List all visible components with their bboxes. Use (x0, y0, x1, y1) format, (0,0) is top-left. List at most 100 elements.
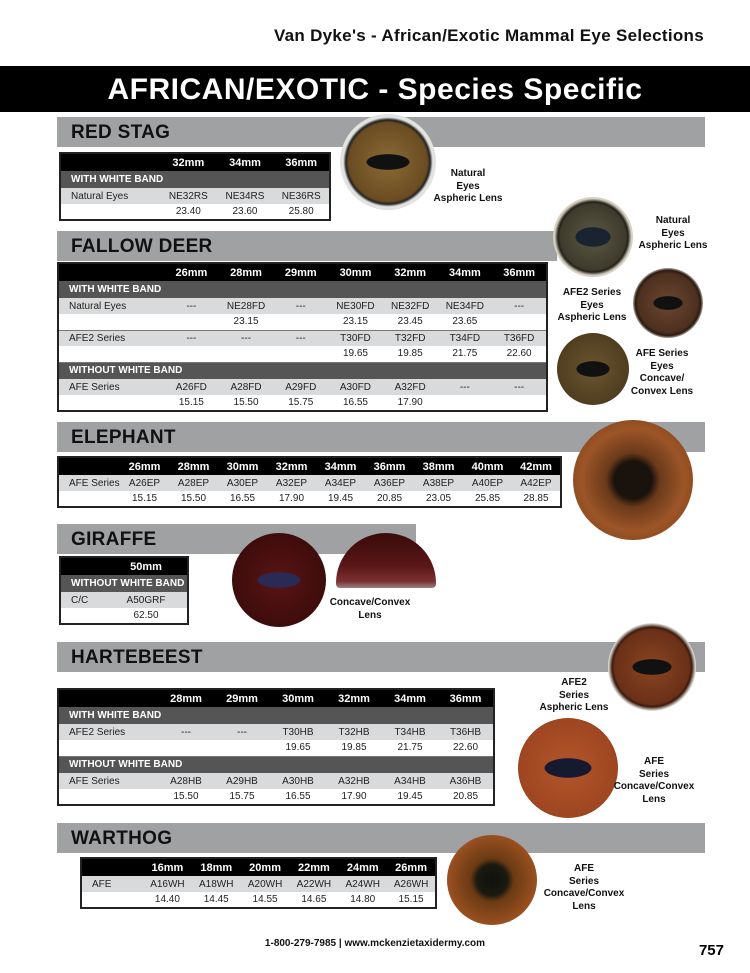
size-header: 22mm (289, 858, 339, 876)
price-table-fallow-deer: 26mm 28mm 29mm 30mm 32mm 34mm 36mm WITH WHITE B… (57, 262, 548, 412)
row-label: AFE Series (58, 475, 120, 491)
header-spacer (60, 557, 105, 575)
section-title-warthog: WARTHOG (57, 823, 705, 853)
product-code: A30EP (218, 475, 267, 491)
product-code: T36HB (438, 724, 494, 740)
row-label: AFE Series (58, 379, 164, 395)
row-label: AFE (81, 876, 143, 892)
row-label: AFE Series (58, 773, 158, 789)
product-code-row: AFE A16WH A18WH A20WH A22WH A24WH A26WH (81, 876, 436, 892)
price-row: 23.40 23.60 25.80 (60, 204, 330, 220)
header-spacer (58, 457, 120, 475)
product-code: A34EP (316, 475, 365, 491)
price: 16.55 (218, 491, 267, 507)
product-code-row: AFE Series A28HB A29HB A30HB A32HB A34HB A36HB (58, 773, 494, 789)
product-code: A24WH (338, 876, 388, 892)
table-header-row: 32mm 34mm 36mm (60, 153, 330, 171)
size-header: 32mm (160, 153, 217, 171)
size-header: 32mm (326, 689, 382, 707)
product-code: A32EP (267, 475, 316, 491)
product-code: A26FD (164, 379, 219, 395)
product-code: A50GRF (105, 592, 188, 608)
size-header: 36mm (438, 689, 494, 707)
price: 23.45 (382, 314, 438, 330)
group-label: WITH WHITE BAND (58, 281, 547, 298)
table-header-row: 26mm 28mm 30mm 32mm 34mm 36mm 38mm 40mm 42mm (58, 457, 561, 475)
price-spacer (58, 789, 158, 805)
price: 14.65 (289, 892, 339, 908)
table-header-row: 50mm (60, 557, 188, 575)
price-spacer (60, 608, 105, 624)
price: 17.90 (267, 491, 316, 507)
price-row: 15.50 15.75 16.55 17.90 19.45 20.85 (58, 789, 494, 805)
footer-contact: 1-800-279-7985 | www.mckenzietaxidermy.c… (264, 938, 486, 949)
price (273, 346, 329, 362)
product-code: A18WH (191, 876, 241, 892)
price (492, 395, 547, 411)
product-code: A36HB (438, 773, 494, 789)
group-label: WITHOUT WHITE BAND (58, 756, 494, 773)
product-code-row: AFE2 Series --- --- T30HB T32HB T34HB T36HB (58, 724, 494, 740)
product-code: A20WH (240, 876, 290, 892)
product-code: T30FD (328, 330, 383, 346)
product-code: --- (214, 724, 270, 740)
price: 62.50 (105, 608, 188, 624)
size-header: 26mm (387, 858, 436, 876)
product-code: --- (164, 298, 219, 314)
page-header-title: Van Dyke's - African/Exotic Mammal Eye S… (273, 26, 704, 45)
price: 15.75 (273, 395, 329, 411)
price: 19.65 (328, 346, 383, 362)
hartebeest-afe-eye-image (518, 718, 618, 818)
product-code-row: Natural Eyes --- NE28FD --- NE30FD NE32FD NE34… (58, 298, 547, 314)
product-code: NE34RS (216, 188, 274, 204)
price: 21.75 (382, 740, 438, 756)
price-spacer (58, 740, 158, 756)
product-code: A30FD (328, 379, 383, 395)
product-code: T34FD (437, 330, 493, 346)
size-header: 26mm (120, 457, 169, 475)
red-stag-eye-image (340, 114, 436, 210)
product-code: NE34FD (437, 298, 493, 314)
price-row: 19.65 19.85 21.75 22.60 (58, 346, 547, 362)
size-header: 30mm (218, 457, 267, 475)
header-spacer (58, 689, 158, 707)
price: 14.40 (143, 892, 192, 908)
table-header-row: 28mm 29mm 30mm 32mm 34mm 36mm (58, 689, 494, 707)
price: 19.65 (270, 740, 326, 756)
product-code: A36EP (365, 475, 414, 491)
price: 15.75 (214, 789, 270, 805)
price: 15.15 (120, 491, 169, 507)
price (218, 346, 274, 362)
caption-fallow-natural: Natural Eyes Aspheric Lens (638, 215, 708, 251)
product-code: T36FD (492, 330, 547, 346)
product-code: A29HB (214, 773, 270, 789)
fallow-natural-eye-image (553, 197, 633, 277)
price: 16.55 (270, 789, 326, 805)
fallow-afe2-eye-image (633, 268, 703, 338)
price-table-warthog: 16mm 18mm 20mm 22mm 24mm 26mm AFE A16WH A18WH A20… (80, 857, 437, 909)
price-spacer (81, 892, 143, 908)
price: 19.85 (382, 346, 438, 362)
group-label: WITHOUT WHITE BAND (60, 575, 188, 592)
price: 20.85 (365, 491, 414, 507)
table-header-row: 26mm 28mm 29mm 30mm 32mm 34mm 36mm (58, 263, 547, 281)
price-row: 19.65 19.85 21.75 22.60 (58, 740, 494, 756)
elephant-eye-image (573, 420, 693, 540)
price: 15.50 (218, 395, 274, 411)
fallow-afe-eye-image (557, 333, 629, 405)
size-header: 34mm (382, 689, 438, 707)
product-code: A38EP (414, 475, 463, 491)
caption-hartebeest-afe2: AFE2 Series Aspheric Lens (539, 677, 609, 713)
product-code: A28FD (218, 379, 274, 395)
size-header: 20mm (240, 858, 290, 876)
group-row: WITHOUT WHITE BAND (60, 575, 188, 592)
price: 15.15 (164, 395, 219, 411)
price: 22.60 (438, 740, 494, 756)
price: 23.15 (218, 314, 274, 330)
product-code: A40EP (463, 475, 512, 491)
price-spacer (60, 204, 160, 220)
caption-hartebeest-afe: AFE Series Concave/Convex Lens (613, 756, 695, 805)
group-row: WITH WHITE BAND (58, 281, 547, 298)
section-title-hartebeest: HARTEBEEST (57, 642, 705, 672)
price: 25.80 (273, 204, 330, 220)
